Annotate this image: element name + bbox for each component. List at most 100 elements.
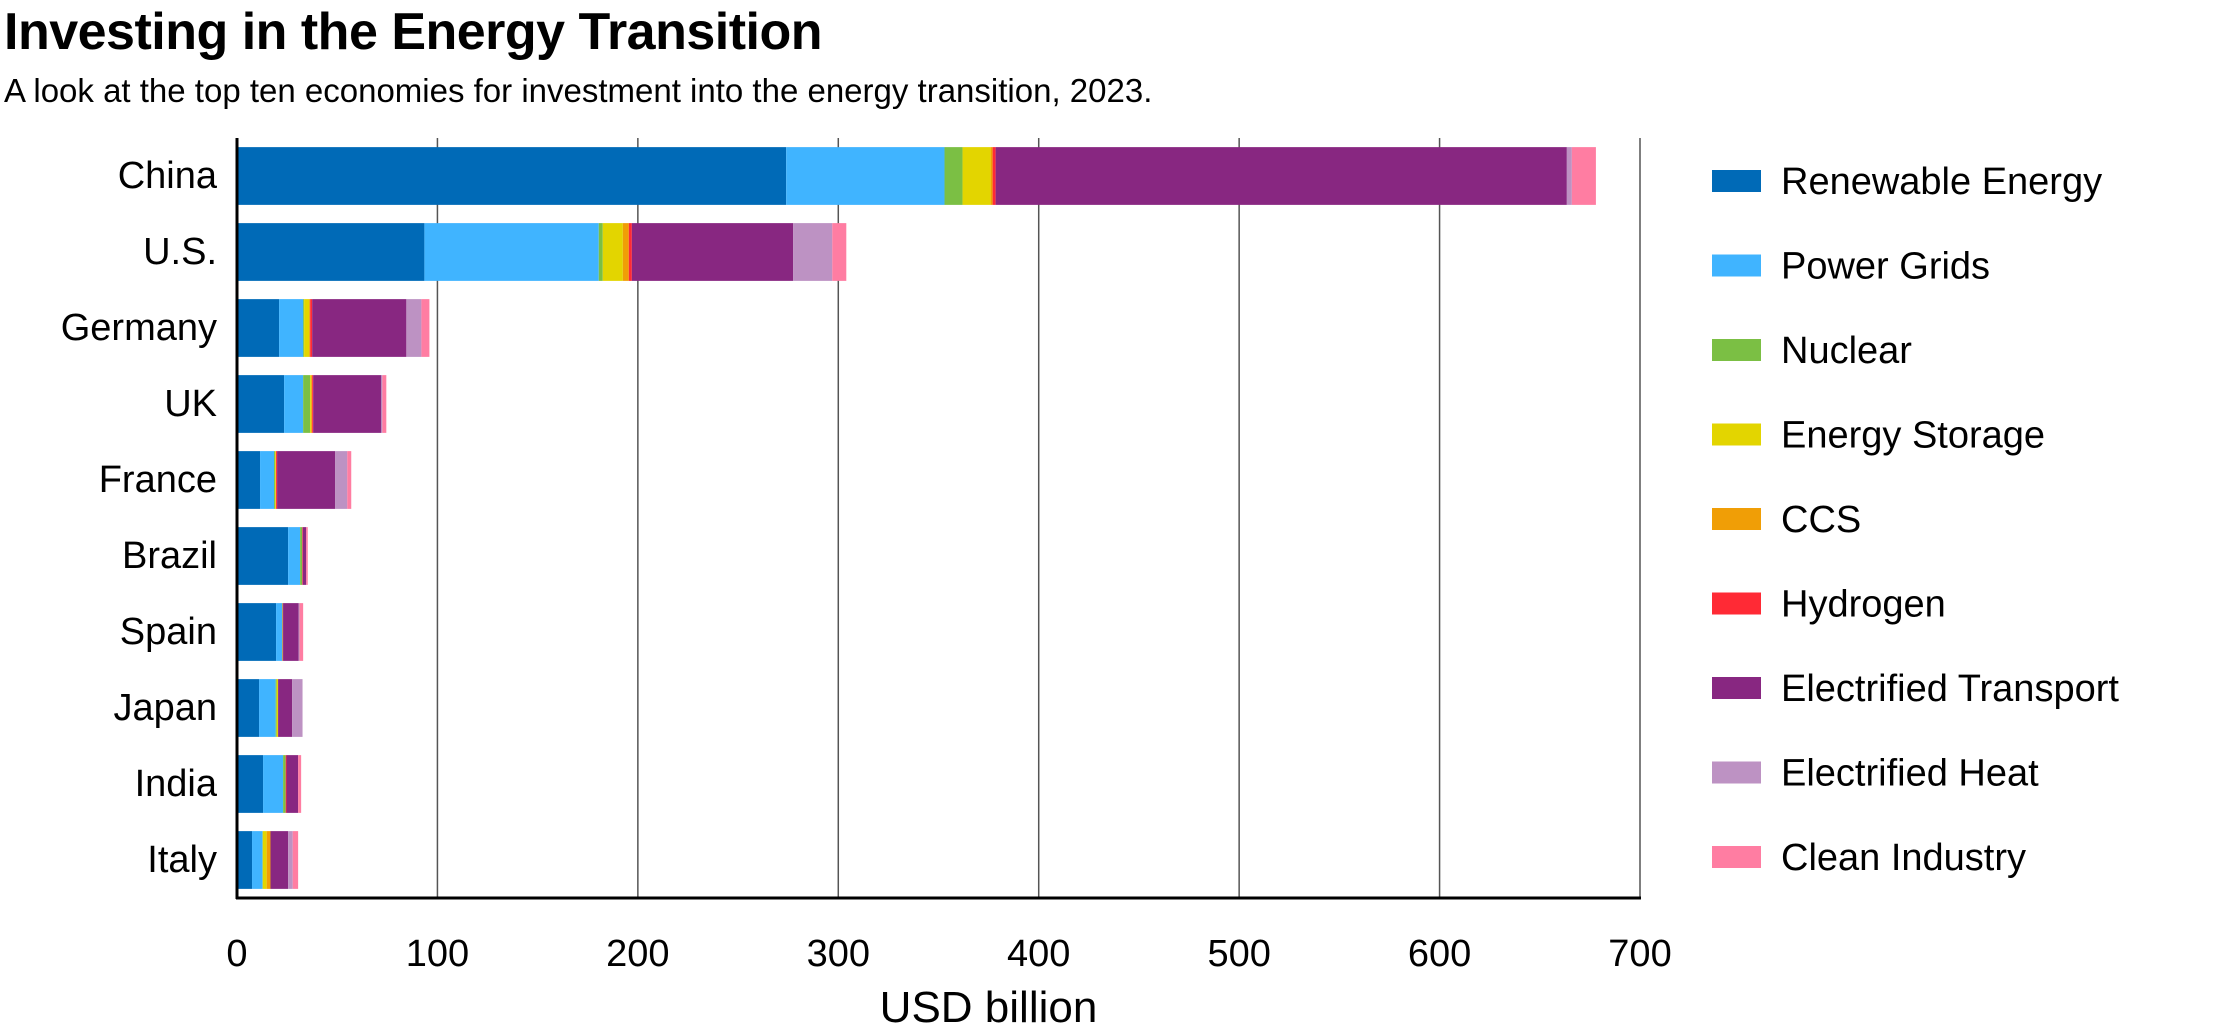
bar-segment bbox=[306, 527, 308, 585]
legend-label: Nuclear bbox=[1781, 330, 1912, 372]
bar-group bbox=[237, 147, 1596, 205]
bar-segment bbox=[622, 223, 629, 281]
category-label: Italy bbox=[147, 839, 217, 881]
bar-segment bbox=[421, 299, 430, 357]
bar-segment bbox=[237, 679, 260, 737]
legend-item: Renewable Energy bbox=[1712, 161, 2102, 203]
bar-segment bbox=[252, 831, 263, 889]
legend-swatch bbox=[1712, 423, 1761, 446]
bar-segment bbox=[270, 831, 289, 889]
bar-segment bbox=[793, 223, 833, 281]
bar-segment bbox=[286, 755, 299, 813]
legend-label: Power Grids bbox=[1781, 246, 1990, 288]
x-axis-title: USD billion bbox=[880, 983, 1098, 1028]
bar-segment bbox=[628, 223, 632, 281]
bar-segment bbox=[313, 375, 382, 433]
bar-segment bbox=[292, 831, 299, 889]
bar-segment bbox=[274, 451, 276, 509]
bar-segment bbox=[312, 299, 407, 357]
chart-subtitle: A look at the top ten economies for inve… bbox=[4, 72, 1153, 109]
bar-segment bbox=[424, 223, 599, 281]
x-tick-label: 500 bbox=[1207, 933, 1270, 975]
bar-segment bbox=[962, 147, 991, 205]
bar-segment bbox=[1571, 147, 1596, 205]
bar-segment bbox=[303, 299, 305, 357]
category-label: Germany bbox=[61, 307, 217, 349]
bar-group bbox=[237, 831, 299, 889]
bar-segment bbox=[237, 451, 261, 509]
bar-segment bbox=[311, 375, 313, 433]
bar-segment bbox=[282, 603, 284, 661]
legend-item: Nuclear bbox=[1712, 330, 1912, 372]
category-label: Japan bbox=[113, 687, 217, 729]
bar-segment bbox=[992, 147, 996, 205]
chart-title: Investing in the Energy Transition bbox=[4, 3, 823, 61]
bar-segment bbox=[275, 679, 277, 737]
bar-segment bbox=[309, 299, 311, 357]
legend-swatch bbox=[1712, 170, 1761, 192]
bar-segment bbox=[382, 375, 387, 433]
legend-swatch bbox=[1712, 592, 1761, 615]
bar-segment bbox=[990, 147, 993, 205]
bar-segment bbox=[335, 451, 348, 509]
legend-swatch bbox=[1712, 339, 1761, 361]
bar-segment bbox=[266, 831, 271, 889]
bar-segment bbox=[298, 755, 302, 813]
bar-segment bbox=[260, 451, 275, 509]
bars bbox=[237, 147, 1596, 889]
bar-segment bbox=[304, 299, 310, 357]
bar-segment bbox=[237, 603, 277, 661]
x-tick-label: 700 bbox=[1608, 933, 1671, 975]
bar-segment bbox=[598, 223, 603, 281]
bar-group bbox=[237, 603, 304, 661]
bar-segment bbox=[300, 527, 303, 585]
legend-label: Energy Storage bbox=[1781, 415, 2045, 457]
x-tick-label: 200 bbox=[606, 933, 669, 975]
bar-group bbox=[237, 299, 430, 357]
bar-segment bbox=[277, 451, 336, 509]
legend-swatch bbox=[1712, 254, 1761, 277]
bar-segment bbox=[237, 831, 253, 889]
bar-segment bbox=[406, 299, 422, 357]
legend-swatch bbox=[1712, 761, 1761, 784]
category-label: U.S. bbox=[143, 231, 217, 273]
bar-segment bbox=[284, 375, 304, 433]
bar-segment bbox=[276, 603, 283, 661]
bar-segment bbox=[283, 755, 286, 813]
x-tick-label: 300 bbox=[807, 933, 870, 975]
bar-segment bbox=[285, 755, 287, 813]
bar-segment bbox=[237, 375, 285, 433]
axes bbox=[235, 138, 1641, 900]
bar-segment bbox=[347, 451, 352, 509]
bar-segment bbox=[944, 147, 963, 205]
bar-segment bbox=[275, 451, 276, 509]
bar-segment bbox=[995, 147, 1567, 205]
legend-label: Renewable Energy bbox=[1781, 161, 2102, 203]
bar-segment bbox=[292, 679, 303, 737]
category-labels: China U.S. Germany UK France Brazil Spain Japan… bbox=[61, 155, 218, 881]
bar-segment bbox=[381, 375, 383, 433]
bar-segment bbox=[288, 527, 301, 585]
bar-segment bbox=[279, 299, 304, 357]
bar-segment bbox=[278, 679, 293, 737]
bar-segment bbox=[299, 603, 304, 661]
bar-group bbox=[237, 451, 352, 509]
category-label: India bbox=[135, 763, 218, 805]
bar-segment bbox=[310, 375, 312, 433]
x-tick-label: 400 bbox=[1007, 933, 1070, 975]
bar-segment bbox=[283, 603, 299, 661]
x-tick-label: 100 bbox=[406, 933, 469, 975]
bar-segment bbox=[302, 527, 307, 585]
legend-item: CCS bbox=[1712, 499, 1861, 541]
legend-item: Power Grids bbox=[1712, 246, 1990, 288]
bar-segment bbox=[237, 223, 425, 281]
bar-segment bbox=[302, 527, 303, 585]
category-label: France bbox=[99, 459, 217, 501]
legend-item: Hydrogen bbox=[1712, 584, 1946, 626]
category-label: Spain bbox=[120, 611, 217, 653]
bar-group bbox=[237, 375, 387, 433]
bar-segment bbox=[276, 679, 279, 737]
legend-item: Electrified Transport bbox=[1712, 668, 2119, 710]
legend-swatch bbox=[1712, 508, 1761, 530]
